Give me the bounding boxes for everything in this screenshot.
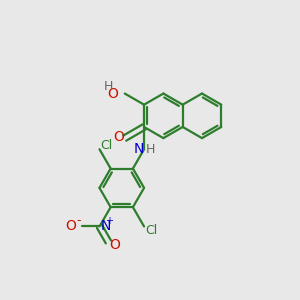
Text: O: O: [110, 238, 121, 253]
Text: N: N: [101, 220, 111, 233]
Text: +: +: [105, 216, 113, 226]
Text: -: -: [76, 214, 80, 227]
Text: H: H: [146, 143, 155, 156]
Text: Cl: Cl: [145, 224, 158, 236]
Text: O: O: [113, 130, 124, 144]
Text: O: O: [65, 220, 76, 233]
Text: N: N: [134, 142, 144, 156]
Text: O: O: [107, 86, 118, 100]
Text: Cl: Cl: [101, 139, 113, 152]
Text: H: H: [104, 80, 113, 94]
